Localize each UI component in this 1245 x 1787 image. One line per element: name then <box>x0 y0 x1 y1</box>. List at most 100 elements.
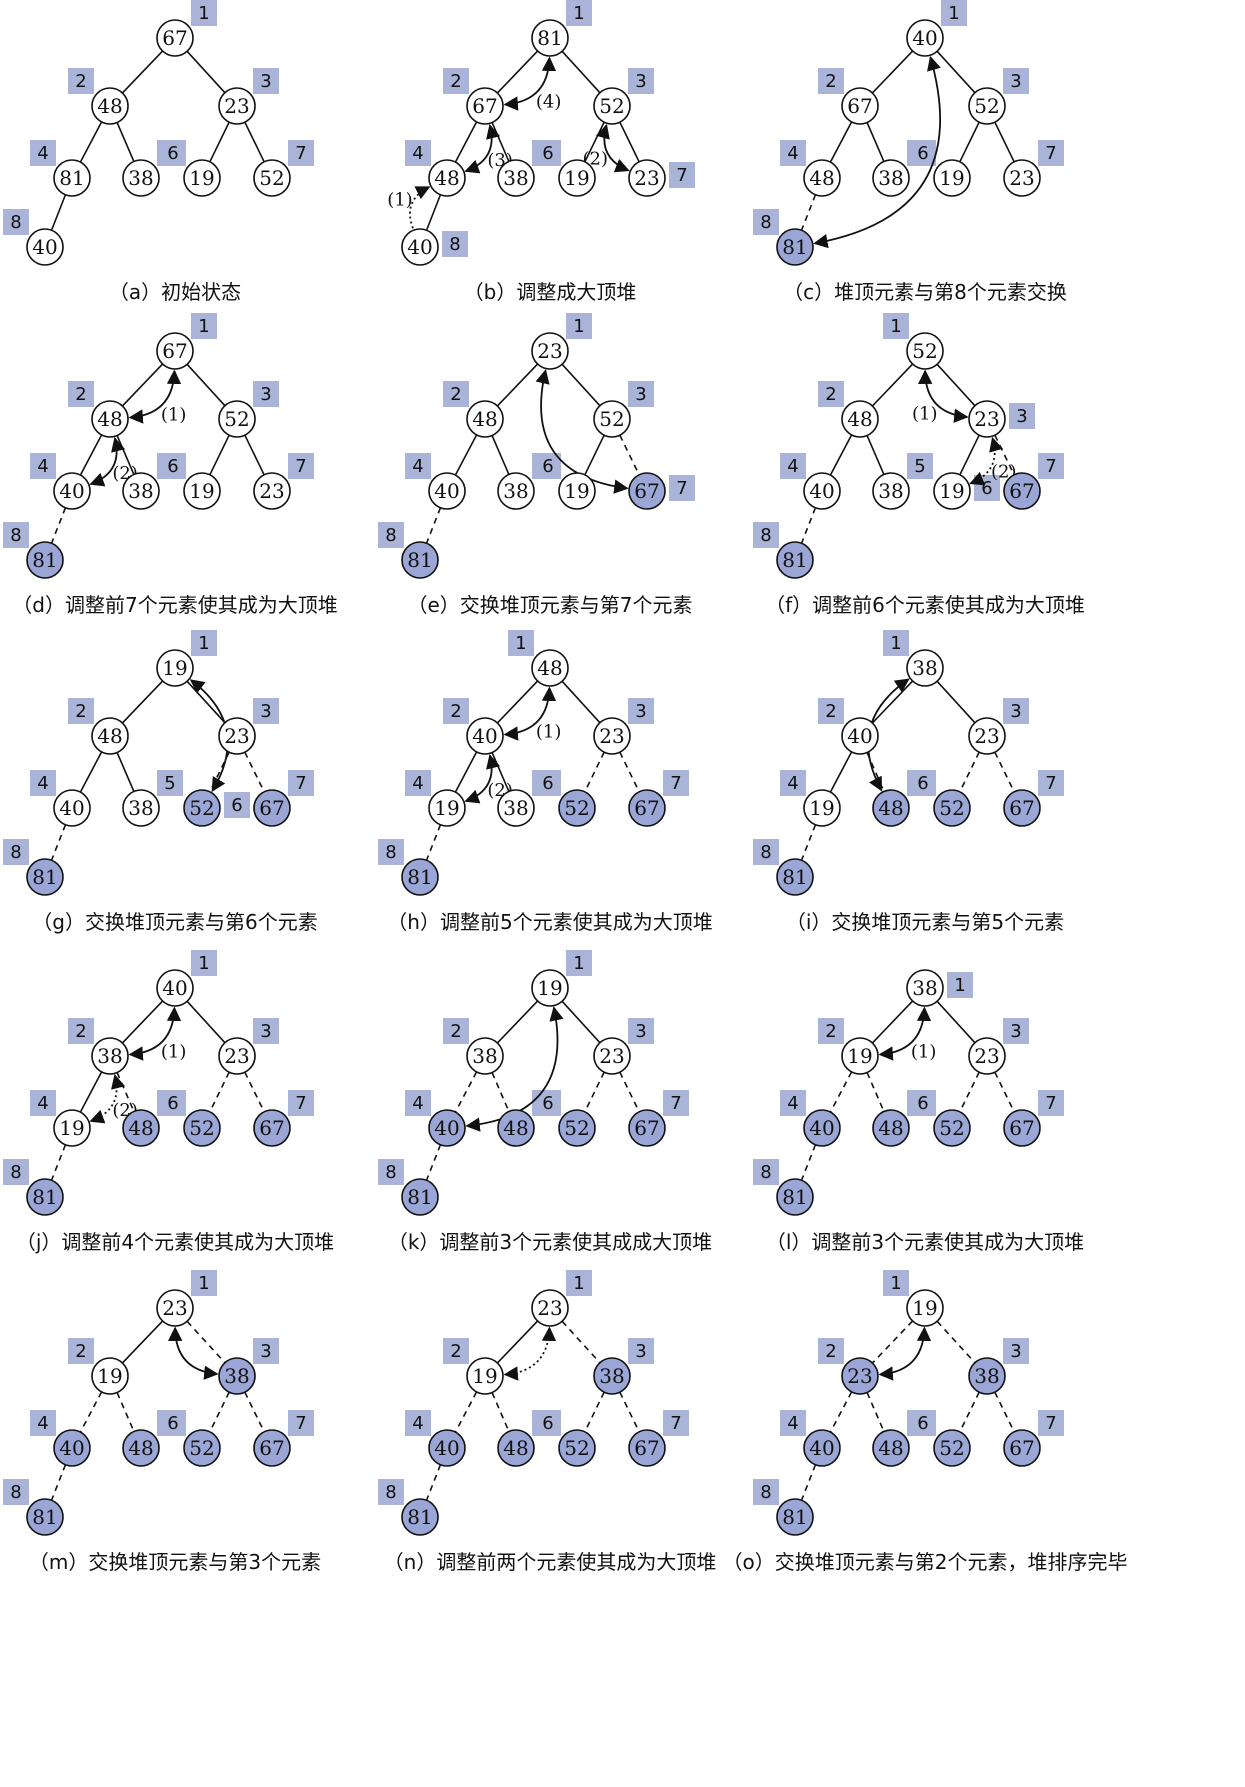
svg-text:7: 7 <box>676 478 687 499</box>
tree-edge <box>244 434 265 476</box>
panel-caption-i: （i）交换堆顶元素与第5个元素 <box>785 910 1065 934</box>
index-label: 1 <box>883 313 909 339</box>
tree-edge <box>50 507 67 544</box>
svg-text:3: 3 <box>1010 1021 1021 1042</box>
panel-caption-l: （l）调整前3个元素使其成为大顶堆 <box>765 1230 1085 1254</box>
svg-text:1: 1 <box>198 633 209 654</box>
svg-text:8: 8 <box>10 212 21 233</box>
tree-edge <box>959 751 980 793</box>
heap-node: 38 <box>122 789 160 827</box>
index-label: 8 <box>442 231 468 257</box>
svg-text:40: 40 <box>434 479 459 503</box>
svg-text:52: 52 <box>974 94 999 118</box>
tree-edge <box>829 434 853 476</box>
svg-text:6: 6 <box>917 1093 928 1114</box>
heap-node: 38 <box>906 969 944 1007</box>
svg-text:7: 7 <box>1045 773 1056 794</box>
svg-text:67: 67 <box>634 796 659 820</box>
svg-text:67: 67 <box>634 1436 659 1460</box>
svg-text:19: 19 <box>97 1364 122 1388</box>
panel-i: 123456783840231948526781 <box>753 630 1064 896</box>
tree-edge <box>79 1391 103 1433</box>
heap-node: 52 <box>593 400 631 438</box>
heap-node: 19 <box>531 969 569 1007</box>
heap-node: 67 <box>253 1109 291 1147</box>
index-label: 4 <box>780 453 806 479</box>
svg-text:81: 81 <box>32 1505 57 1529</box>
heap-node: 48 <box>122 1109 160 1147</box>
svg-text:52: 52 <box>224 407 249 431</box>
tree-edge <box>829 1071 853 1113</box>
svg-text:3: 3 <box>260 384 271 405</box>
heap-node: 52 <box>933 1429 971 1467</box>
heap-node: 52 <box>933 1109 971 1147</box>
tree-edge <box>800 1464 817 1501</box>
svg-text:52: 52 <box>564 796 589 820</box>
index-label: 4 <box>405 453 431 479</box>
tree-edge <box>454 121 478 163</box>
svg-text:4: 4 <box>412 1093 423 1114</box>
panel-caption-k: （k）调整前3个元素使其成成大顶堆 <box>387 1230 713 1254</box>
svg-text:48: 48 <box>97 407 122 431</box>
tree-edge <box>871 363 914 407</box>
index-label: 7 <box>288 1090 314 1116</box>
index-label: 6 <box>160 453 186 479</box>
swap-arrow <box>503 1326 557 1381</box>
tree-edge <box>79 1071 103 1113</box>
svg-text:81: 81 <box>32 1185 57 1209</box>
svg-text:52: 52 <box>564 1116 589 1140</box>
svg-text:2: 2 <box>75 1341 86 1362</box>
svg-text:19: 19 <box>434 796 459 820</box>
tree-edge <box>936 680 976 724</box>
svg-text:1: 1 <box>573 3 584 24</box>
index-label: 4 <box>30 1410 56 1436</box>
heap-node: 67 <box>1003 472 1041 510</box>
svg-text:4: 4 <box>37 1093 48 1114</box>
index-label: 3 <box>1003 698 1029 724</box>
tree-edge <box>454 751 478 793</box>
svg-text:4: 4 <box>37 456 48 477</box>
svg-text:52: 52 <box>189 796 214 820</box>
heap-node: 19 <box>558 472 596 510</box>
tree-edge <box>50 824 67 861</box>
tree-edge <box>561 1000 601 1044</box>
tree-edge <box>209 434 230 476</box>
tree-edge <box>425 194 442 231</box>
svg-text:81: 81 <box>782 235 807 259</box>
heap-node: 81 <box>776 541 814 579</box>
tree-edge <box>186 680 226 724</box>
panel-caption-b: （b）调整成大顶堆 <box>463 280 637 304</box>
index-label: 3 <box>628 381 654 407</box>
heap-node: 38 <box>906 649 944 687</box>
tree-edge <box>121 50 164 94</box>
index-label: 1 <box>566 0 592 26</box>
heap-node: 38 <box>872 472 910 510</box>
tree-edge <box>116 122 135 162</box>
index-label: 2 <box>443 381 469 407</box>
tree-edge <box>871 50 914 94</box>
svg-text:38: 38 <box>128 796 153 820</box>
svg-text:4: 4 <box>412 456 423 477</box>
svg-text:8: 8 <box>385 1162 396 1183</box>
index-label: 7 <box>288 770 314 796</box>
svg-text:2: 2 <box>450 1021 461 1042</box>
svg-text:3: 3 <box>635 71 646 92</box>
heap-node: 23 <box>968 1037 1006 1075</box>
tree-edge <box>425 507 442 544</box>
panel-caption-a: （a）初始状态 <box>108 280 242 304</box>
tree-edge <box>829 121 853 163</box>
swap-arrow <box>969 436 1004 486</box>
tree-edge <box>121 680 164 724</box>
index-label: 8 <box>3 839 29 865</box>
index-label: 1 <box>191 950 217 976</box>
tree-edge <box>959 121 980 163</box>
heap-node: 67 <box>841 87 879 125</box>
svg-text:3: 3 <box>1010 1341 1021 1362</box>
svg-text:67: 67 <box>472 94 497 118</box>
index-label: 2 <box>443 698 469 724</box>
heap-node: 81 <box>401 1178 439 1216</box>
svg-text:40: 40 <box>32 235 57 259</box>
index-label: 7 <box>663 770 689 796</box>
heap-node: 23 <box>593 1037 631 1075</box>
